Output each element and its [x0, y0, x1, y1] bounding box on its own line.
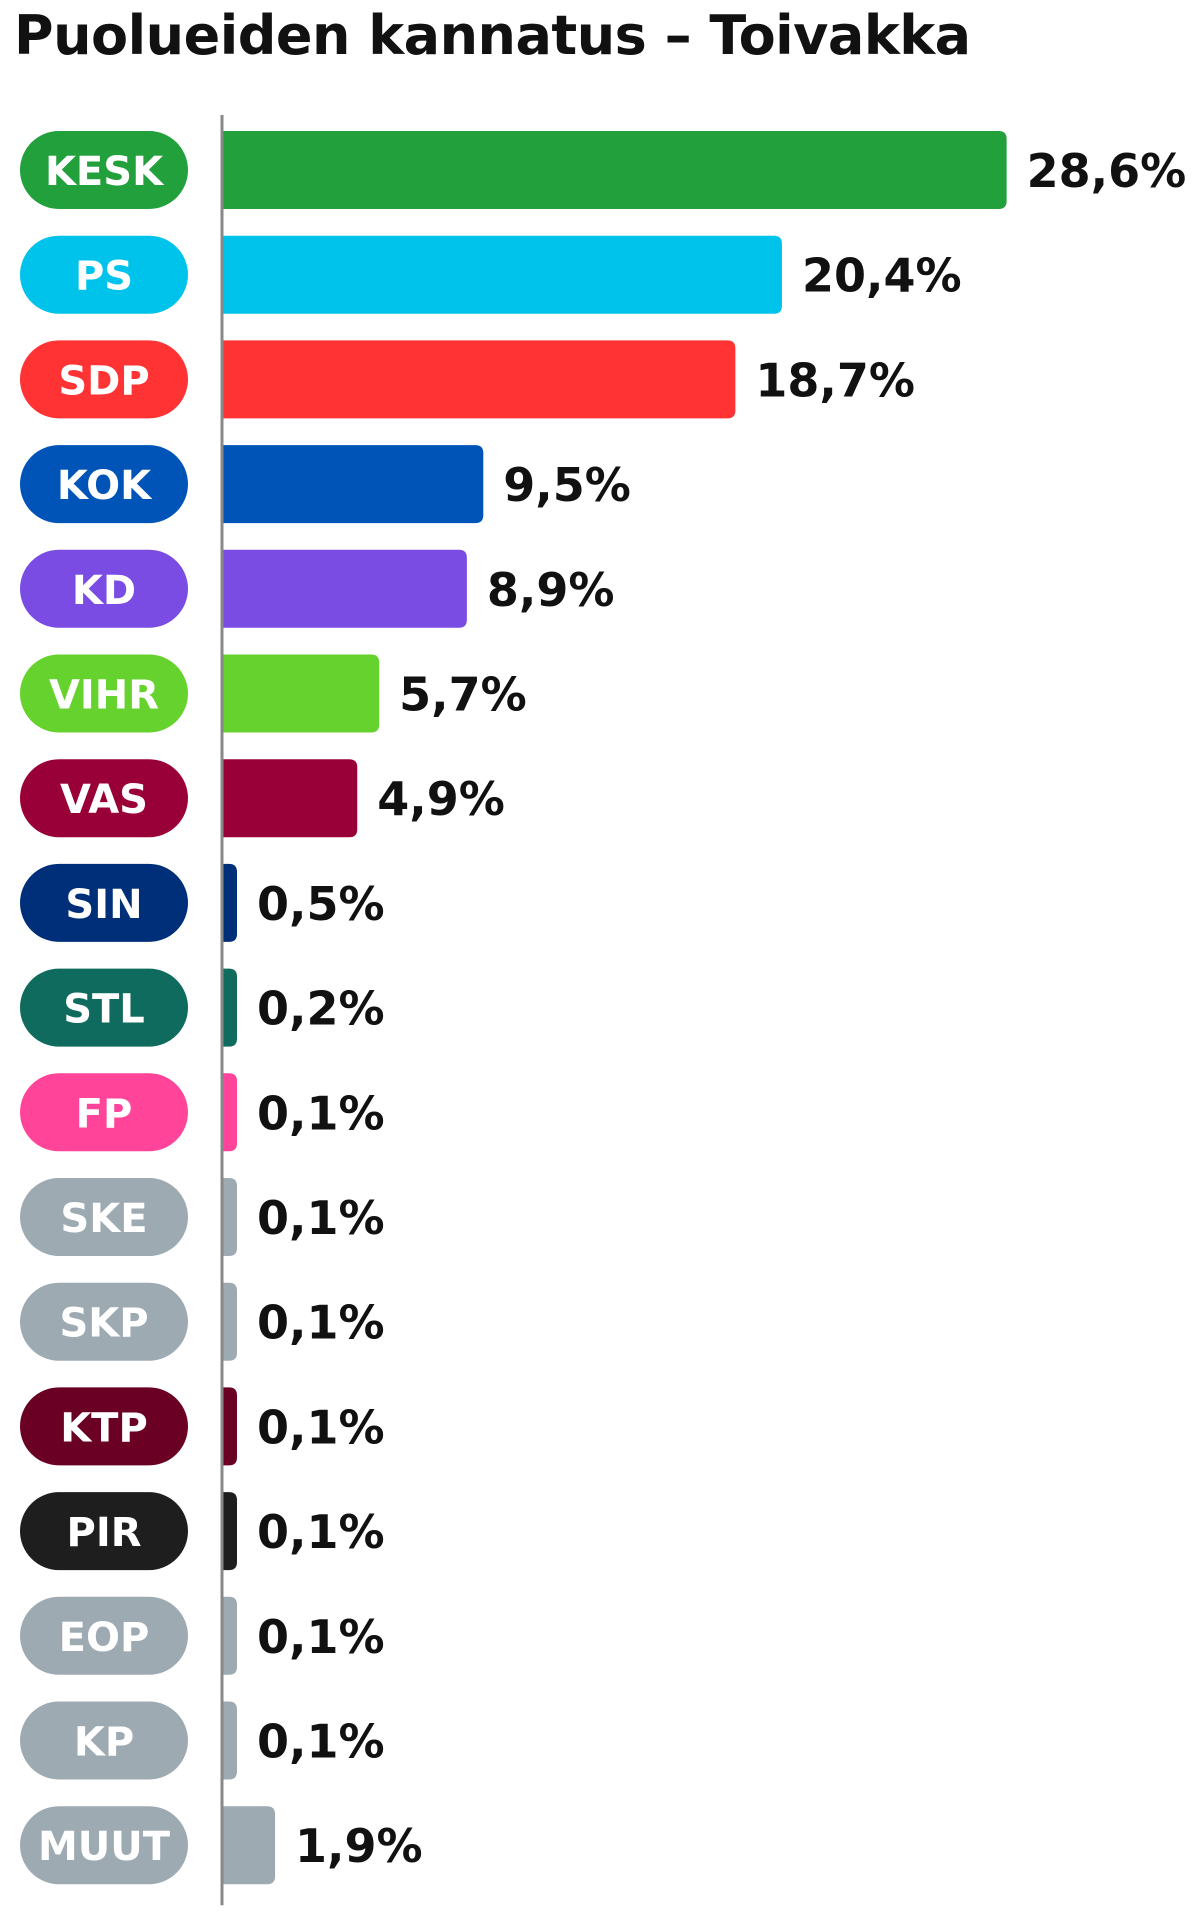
value-label-kesk: 28,6% [1027, 144, 1187, 198]
value-label-fp: 0,1% [257, 1086, 385, 1140]
party-label-ktp: KTP [60, 1405, 148, 1451]
party-label-stl: STL [63, 987, 145, 1033]
bar-eop [223, 1596, 237, 1675]
bar-kesk [223, 131, 1007, 209]
party-label-ske: SKE [60, 1196, 147, 1242]
value-label-sdp: 18,7% [755, 353, 915, 407]
party-label-muut: MUUT [38, 1824, 171, 1870]
party-pill-kesk [20, 131, 188, 209]
value-label-vas: 4,9% [377, 772, 505, 826]
chart-title: Puolueiden kannatus – Toivakka [14, 4, 971, 67]
bar-sin [223, 863, 237, 942]
bar-kok [223, 445, 484, 524]
party-pill-eop [20, 1596, 188, 1675]
value-label-ktp: 0,1% [257, 1400, 385, 1454]
party-pill-kok [20, 445, 188, 524]
party-pill-ske [20, 1178, 188, 1256]
party-pill-muut [20, 1806, 188, 1885]
value-label-vihr: 5,7% [399, 668, 527, 722]
party-label-vihr: VIHR [49, 673, 159, 719]
bar-kd [223, 549, 467, 628]
party-label-fp: FP [76, 1091, 133, 1137]
party-pill-sin [20, 863, 188, 942]
party-label-eop: EOP [59, 1615, 150, 1661]
value-label-pir: 0,1% [257, 1505, 385, 1559]
party-label-pir: PIR [67, 1510, 142, 1556]
value-label-eop: 0,1% [257, 1610, 385, 1664]
party-pill-vas [20, 759, 188, 838]
bar-vihr [223, 654, 380, 733]
bar-pir [223, 1492, 237, 1571]
party-label-skp: SKP [59, 1301, 148, 1347]
bar-kp [223, 1701, 237, 1780]
value-label-skp: 0,1% [257, 1296, 385, 1350]
party-label-kesk: KESK [45, 149, 165, 195]
party-pill-ktp [20, 1387, 188, 1466]
value-label-ps: 20,4% [802, 249, 962, 303]
party-pill-fp [20, 1073, 188, 1152]
value-label-sin: 0,5% [257, 877, 385, 931]
party-pill-pir [20, 1492, 188, 1571]
party-label-sdp: SDP [58, 358, 149, 404]
party-pill-ps [20, 235, 188, 314]
value-label-kp: 0,1% [257, 1715, 385, 1769]
bar-skp [223, 1282, 237, 1361]
value-label-muut: 1,9% [295, 1819, 423, 1873]
bar-ps [223, 235, 782, 314]
bar-vas [223, 759, 358, 838]
party-label-kd: KD [72, 568, 136, 614]
party-pill-stl [20, 968, 188, 1047]
value-label-ske: 0,1% [257, 1191, 385, 1245]
party-label-kp: KP [74, 1720, 134, 1766]
party-pill-vihr [20, 654, 188, 733]
party-pill-skp [20, 1282, 188, 1361]
party-label-sin: SIN [65, 882, 142, 928]
party-pill-sdp [20, 340, 188, 419]
bar-sdp [223, 340, 736, 419]
value-label-kok: 9,5% [503, 458, 631, 512]
bar-ske [223, 1178, 237, 1256]
bar-ktp [223, 1387, 237, 1466]
party-label-kok: KOK [57, 463, 153, 509]
party-pill-kd [20, 549, 188, 628]
bar-muut [223, 1806, 276, 1885]
value-label-kd: 8,9% [487, 563, 615, 617]
value-label-stl: 0,2% [257, 982, 385, 1036]
party-pill-kp [20, 1701, 188, 1780]
party-label-ps: PS [75, 254, 133, 300]
bar-fp [223, 1073, 237, 1152]
party-label-vas: VAS [60, 777, 148, 823]
bar-stl [223, 968, 237, 1047]
